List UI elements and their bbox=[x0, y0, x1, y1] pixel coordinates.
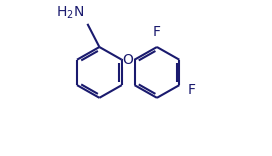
Text: F: F bbox=[188, 83, 196, 97]
Text: H$_2$N: H$_2$N bbox=[56, 5, 84, 21]
Text: F: F bbox=[153, 25, 161, 39]
Text: O: O bbox=[123, 53, 134, 67]
